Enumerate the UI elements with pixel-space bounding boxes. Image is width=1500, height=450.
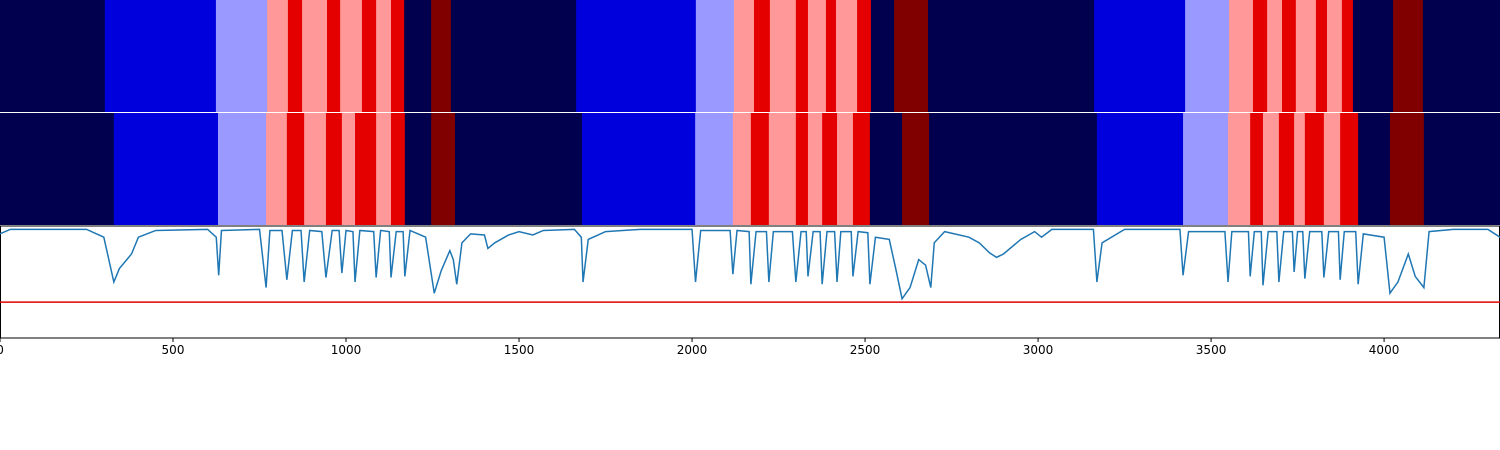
segment: [837, 113, 854, 225]
segment: [929, 113, 1098, 225]
segment: [376, 113, 392, 225]
segment: [869, 113, 903, 225]
segment: [217, 113, 267, 225]
segment: [267, 0, 289, 112]
segment: [852, 113, 871, 225]
x-tick-label: 1000: [331, 343, 362, 357]
score-line: [0, 228, 1500, 301]
segment: [302, 0, 328, 112]
segment: [391, 0, 405, 112]
segment: [1352, 0, 1394, 112]
segment: [1315, 0, 1328, 112]
segment: [1294, 113, 1306, 225]
segment: [215, 0, 268, 112]
segment: [1393, 0, 1424, 112]
segment: [1389, 113, 1425, 225]
segment: [807, 0, 827, 112]
segment: [455, 113, 583, 225]
x-tick-label: 2000: [677, 343, 708, 357]
segment: [104, 0, 217, 112]
segment: [325, 113, 343, 225]
segment: [266, 113, 288, 225]
x-tick-label: 3000: [1023, 343, 1054, 357]
segment: [450, 0, 577, 112]
segment: [304, 113, 327, 225]
segment: [1323, 113, 1341, 225]
segment: [431, 0, 452, 112]
segment: [695, 113, 734, 225]
segment: [894, 0, 929, 112]
segment: [1423, 113, 1500, 225]
segment: [286, 113, 305, 225]
x-tick-label: 4000: [1369, 343, 1400, 357]
segment: [835, 0, 858, 112]
segment: [341, 113, 356, 225]
segment: [1278, 113, 1295, 225]
segment: [769, 0, 797, 112]
segment: [870, 0, 895, 112]
x-tick-label: 3500: [1196, 343, 1227, 357]
segment: [113, 113, 219, 225]
segment: [1094, 0, 1186, 112]
segment: [1341, 0, 1354, 112]
segment: [822, 113, 838, 225]
x-tick-label: 2500: [850, 343, 881, 357]
segment: [1340, 113, 1359, 225]
segment: [404, 0, 432, 112]
segment: [0, 0, 106, 112]
segment: [1282, 0, 1297, 112]
segment: [795, 0, 809, 112]
segment: [376, 0, 392, 112]
segment: [1358, 113, 1391, 225]
segment: [361, 0, 377, 112]
segment: [355, 113, 377, 225]
segment: [733, 0, 755, 112]
segment: [928, 0, 1095, 112]
segment: [391, 113, 406, 225]
x-tick-label: 1500: [504, 343, 535, 357]
segment: [1422, 0, 1500, 112]
segment: [695, 0, 735, 112]
segment: [1304, 113, 1325, 225]
segment: [340, 0, 363, 112]
segment: [1267, 0, 1283, 112]
segment: [857, 0, 872, 112]
segment: [404, 113, 432, 225]
segment: [1252, 0, 1268, 112]
segment: [0, 113, 115, 225]
segment: [825, 0, 837, 112]
segment: [1326, 0, 1343, 112]
segment: [1250, 113, 1264, 225]
segment: [732, 113, 752, 225]
segment: [1229, 0, 1254, 112]
segment: [582, 113, 696, 225]
segment: [750, 113, 770, 225]
segment: [287, 0, 303, 112]
segment: [902, 113, 930, 225]
segment: [1096, 113, 1184, 225]
x-tick-label: 500: [162, 343, 185, 357]
segment: [1262, 113, 1280, 225]
x-tick-label: 0: [0, 343, 4, 357]
segment: [795, 113, 809, 225]
segment: [326, 0, 341, 112]
segment: [576, 0, 697, 112]
segment: [1185, 0, 1230, 112]
segment: [768, 113, 797, 225]
segment: [1295, 0, 1317, 112]
segment: [753, 0, 771, 112]
segment: [807, 113, 823, 225]
segment: [431, 113, 456, 225]
segment: [1183, 113, 1229, 225]
segment: [1228, 113, 1251, 225]
